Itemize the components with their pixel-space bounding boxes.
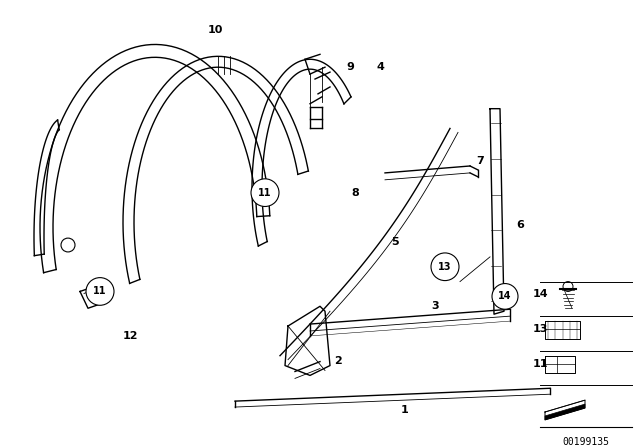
Text: 3: 3	[431, 301, 439, 311]
Text: 2: 2	[334, 356, 342, 366]
Text: 9: 9	[346, 62, 354, 72]
Circle shape	[431, 253, 459, 280]
Text: 13: 13	[532, 324, 548, 334]
Polygon shape	[545, 404, 585, 420]
Circle shape	[492, 284, 518, 309]
Text: 4: 4	[376, 62, 384, 72]
Circle shape	[251, 179, 279, 207]
Text: 5: 5	[391, 237, 399, 247]
Text: 12: 12	[122, 331, 138, 341]
Circle shape	[61, 238, 75, 252]
Text: 00199135: 00199135	[563, 437, 609, 447]
Text: 6: 6	[516, 220, 524, 230]
Text: 1: 1	[401, 405, 409, 415]
Text: 13: 13	[438, 262, 452, 272]
Circle shape	[563, 282, 573, 292]
Text: 11: 11	[532, 358, 548, 369]
Text: 10: 10	[207, 25, 223, 34]
Text: 11: 11	[93, 286, 107, 297]
Text: 14: 14	[532, 289, 548, 299]
Text: 11: 11	[259, 188, 272, 198]
Text: 7: 7	[476, 156, 484, 166]
Text: 14: 14	[499, 291, 512, 302]
Text: 8: 8	[351, 188, 359, 198]
Circle shape	[86, 278, 114, 305]
